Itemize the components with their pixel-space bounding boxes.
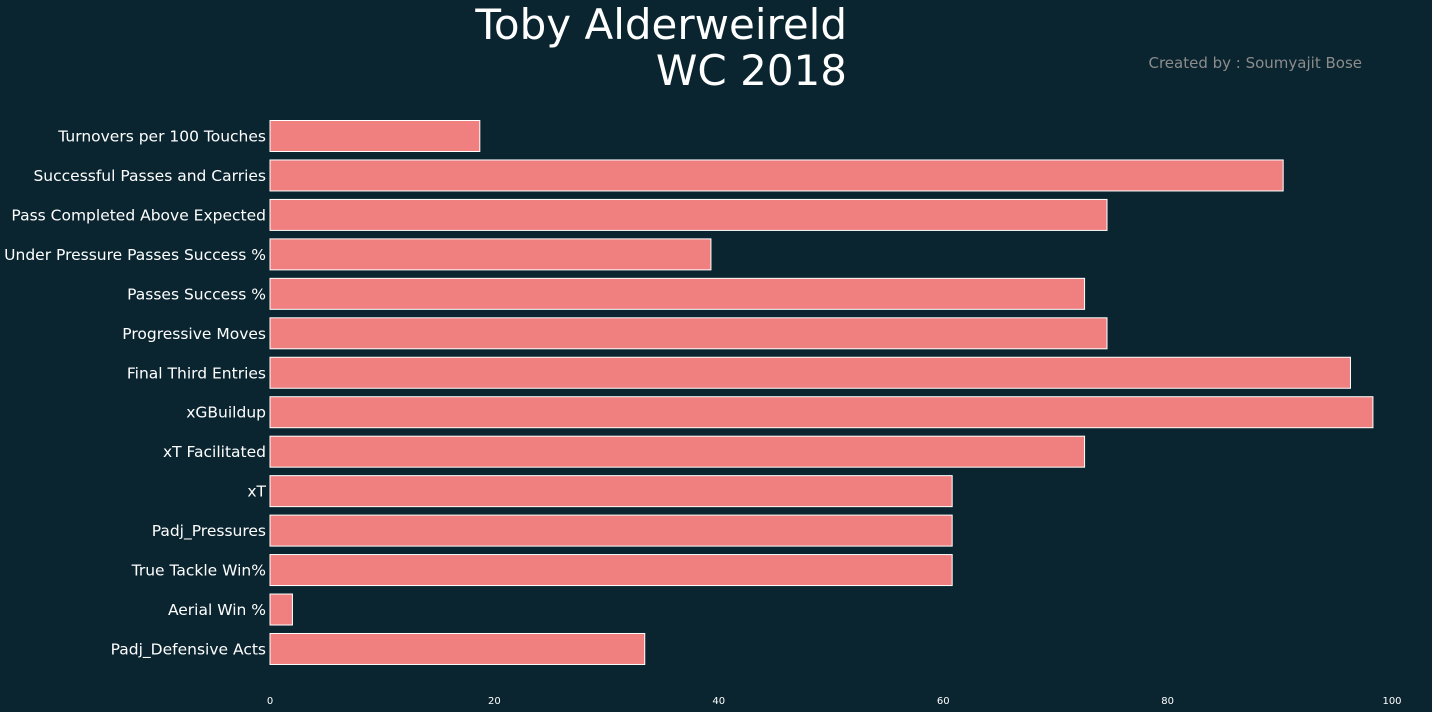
- bar: [269, 632, 646, 665]
- category-label: Passes Success %: [127, 285, 266, 303]
- bars-group: [269, 120, 1374, 665]
- bar: [269, 277, 1086, 310]
- bar: [269, 356, 1351, 389]
- category-label: xGBuildup: [186, 404, 266, 422]
- bar: [269, 396, 1374, 429]
- category-label: Turnovers per 100 Touches: [57, 128, 266, 146]
- x-tick-label: 60: [937, 696, 950, 707]
- bar: [269, 159, 1284, 192]
- bar: [269, 317, 1108, 350]
- category-label: Padj_Defensive Acts: [111, 640, 266, 659]
- category-label: Under Pressure Passes Success %: [4, 246, 266, 264]
- x-tick-label: 0: [267, 696, 273, 707]
- category-label: xT: [247, 483, 266, 501]
- x-tick-label: 100: [1382, 696, 1401, 707]
- category-label: Final Third Entries: [127, 364, 266, 382]
- bar: [269, 120, 481, 152]
- category-label: Padj_Pressures: [152, 522, 266, 541]
- credit-text: Created by : Soumyajit Bose: [1148, 54, 1362, 72]
- category-label: xT Facilitated: [163, 443, 266, 461]
- bar: [269, 593, 293, 626]
- chart-title-line-2: WC 2018: [656, 46, 847, 95]
- x-tick-label: 20: [488, 696, 501, 707]
- x-tick-label: 80: [1161, 696, 1174, 707]
- bar: [269, 435, 1086, 468]
- x-tick-label: 40: [712, 696, 725, 707]
- chart-title-line-1: Toby Alderweireld: [474, 0, 847, 49]
- category-label: Pass Completed Above Expected: [11, 206, 266, 224]
- bar: [269, 238, 712, 271]
- bar: [269, 198, 1108, 231]
- category-label: Progressive Moves: [122, 325, 266, 343]
- bar: [269, 554, 953, 587]
- category-label: Successful Passes and Carries: [33, 167, 266, 185]
- category-labels-group: Turnovers per 100 Touches Successful Pass…: [4, 128, 266, 660]
- bar: [269, 514, 953, 547]
- category-label: True Tackle Win%: [131, 562, 266, 580]
- x-axis-ticks-group: 0 20 40 60 80 100: [267, 696, 1402, 707]
- category-label: Aerial Win %: [168, 601, 266, 619]
- bar: [269, 475, 953, 508]
